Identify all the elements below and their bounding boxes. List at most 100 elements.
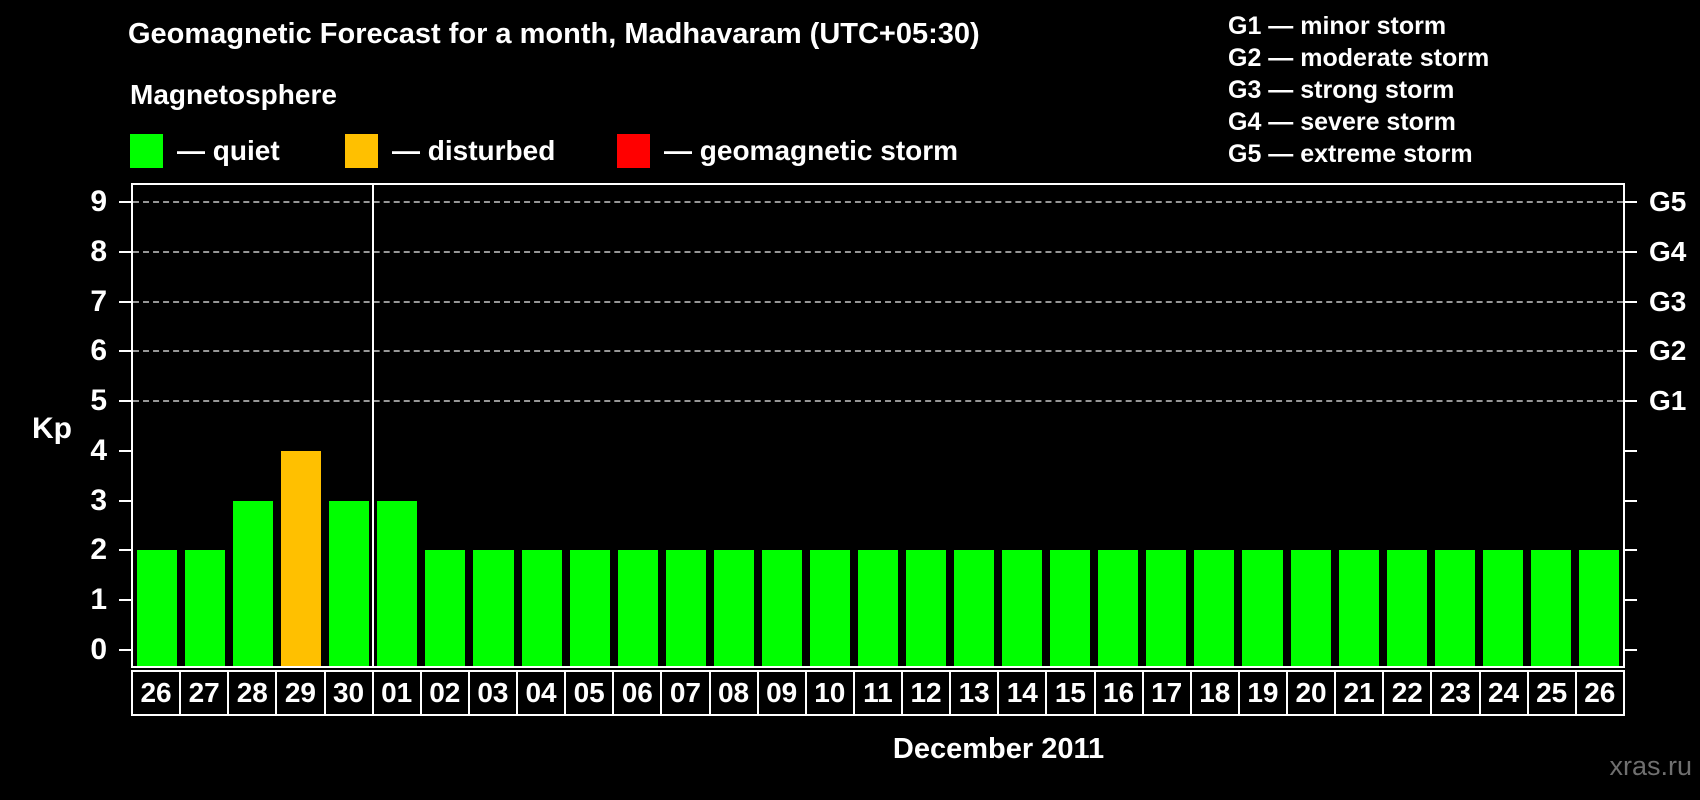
kp-bar-27: [1434, 550, 1475, 666]
kp-bar-7: [473, 550, 514, 666]
day-label: 12: [903, 670, 952, 716]
day-label: 29: [277, 670, 326, 716]
day-label: 13: [951, 670, 1000, 716]
right-axis-tick: [1625, 201, 1637, 203]
x-axis-day-labels: 26 27 28 29 30 01 02 03 04 05 06 07 08 09 10 11 12 13 14 15…: [131, 670, 1625, 716]
day-label: 04: [518, 670, 567, 716]
day-label: 01: [373, 670, 422, 716]
kp-bar-23: [1242, 550, 1283, 666]
legend-label-quiet: — quiet: [177, 134, 280, 166]
day-label: 26: [131, 670, 182, 716]
day-label: 06: [614, 670, 663, 716]
day-label: 20: [1288, 670, 1337, 716]
storm-scale-legend: G1 — minor storm G2 — moderate storm G3 …: [1228, 10, 1489, 170]
kp-bar-5: [377, 500, 418, 666]
legend-item-disturbed: — disturbed: [345, 132, 555, 169]
grid-line-kp8: [133, 250, 1623, 253]
kp-bar-10: [617, 550, 658, 666]
right-axis-tick: [1625, 449, 1637, 452]
kp-bar-14: [809, 550, 850, 666]
storm-scale-g2: G2 — moderate storm: [1228, 44, 1490, 72]
y-axis-tick: [119, 400, 131, 403]
g-scale-label-g5: G5: [1649, 186, 1687, 217]
kp-bar-6: [425, 550, 466, 666]
kp-bar-2: [233, 500, 274, 666]
y-axis-tick: [119, 300, 131, 303]
g-scale-label-g3: G3: [1649, 285, 1687, 317]
kp-bar-30: [1578, 550, 1619, 666]
y-tick-label: 9: [90, 185, 107, 218]
legend-item-quiet: — quiet: [130, 132, 280, 169]
g-scale-label-g1: G1: [1649, 385, 1687, 417]
kp-bar-0: [137, 550, 178, 666]
kp-bar-17: [954, 550, 995, 666]
day-label: 05: [566, 670, 615, 716]
y-tick-label: 7: [90, 284, 107, 318]
day-label: 03: [469, 670, 518, 716]
day-label: 09: [758, 670, 807, 716]
y-axis-tick: [119, 549, 131, 552]
y-tick-label: 4: [90, 433, 107, 467]
grid-line-kp7: [133, 300, 1623, 303]
day-label: 14: [999, 670, 1048, 716]
day-label: 30: [325, 670, 374, 716]
day-label: 28: [229, 670, 278, 716]
grid-line-kp6: [133, 350, 1623, 353]
storm-scale-g4: G4 — severe storm: [1228, 108, 1456, 136]
day-label: 10: [806, 670, 855, 716]
y-tick-label: 3: [90, 483, 107, 517]
kp-bar-9: [569, 550, 610, 666]
day-label: 22: [1384, 670, 1433, 716]
kp-bar-3: [281, 450, 322, 666]
y-axis-tick: [119, 649, 131, 651]
day-label: 08: [710, 670, 759, 716]
kp-bar-20: [1098, 550, 1139, 666]
storm-color-swatch: [617, 133, 650, 168]
kp-bar-21: [1146, 550, 1187, 666]
kp-bar-15: [857, 550, 899, 666]
kp-bar-19: [1050, 550, 1091, 666]
kp-bar-1: [185, 550, 226, 666]
y-tick-label: 8: [90, 234, 107, 268]
day-label: 15: [1047, 670, 1096, 716]
grid-line-kp5: [133, 400, 1623, 403]
right-axis-tick: [1625, 549, 1637, 552]
day-label: 26: [1576, 670, 1625, 716]
y-tick-label: 2: [90, 533, 107, 567]
y-axis-tick: [119, 201, 131, 203]
day-label: 21: [1336, 670, 1385, 716]
storm-scale-g5: G5 — extreme storm: [1228, 140, 1473, 168]
kp-bar-4: [329, 500, 370, 666]
legend-label-storm: — geomagnetic storm: [664, 134, 959, 166]
kp-bar-25: [1338, 550, 1379, 666]
plot-frame: [131, 183, 1625, 668]
kp-bar-8: [521, 550, 562, 666]
y-axis-tick: [119, 250, 131, 253]
y-tick-label: 1: [90, 583, 107, 617]
watermark: xras.ru: [1609, 751, 1692, 781]
day-label: 18: [1191, 670, 1240, 716]
x-axis-title: December 2011: [892, 733, 1105, 765]
day-label: 02: [421, 670, 470, 716]
day-label: 25: [1528, 670, 1577, 716]
right-axis-tick: [1625, 250, 1637, 253]
storm-scale-g1: G1 — minor storm: [1228, 12, 1447, 40]
y-axis-tick: [119, 499, 131, 502]
right-axis-tick: [1625, 400, 1637, 403]
day-label: 23: [1432, 670, 1481, 716]
y-axis-title: Kp: [32, 412, 72, 445]
grid-line-kp9: [133, 201, 1623, 203]
y-axis-tick: [119, 350, 131, 353]
kp-bar-26: [1386, 550, 1427, 666]
kp-bar-11: [665, 550, 706, 666]
day-label: 07: [662, 670, 711, 716]
chart-subtitle: Magnetosphere: [130, 79, 337, 110]
g-scale-label-g4: G4: [1649, 235, 1687, 267]
right-axis-tick: [1625, 499, 1637, 502]
day-label: 24: [1480, 670, 1529, 716]
kp-bar-29: [1530, 550, 1571, 666]
legend-item-storm: — geomagnetic storm: [617, 132, 958, 169]
y-axis-tick: [119, 449, 131, 452]
month-separator-line: [372, 185, 375, 666]
y-tick-label: 6: [90, 334, 107, 368]
